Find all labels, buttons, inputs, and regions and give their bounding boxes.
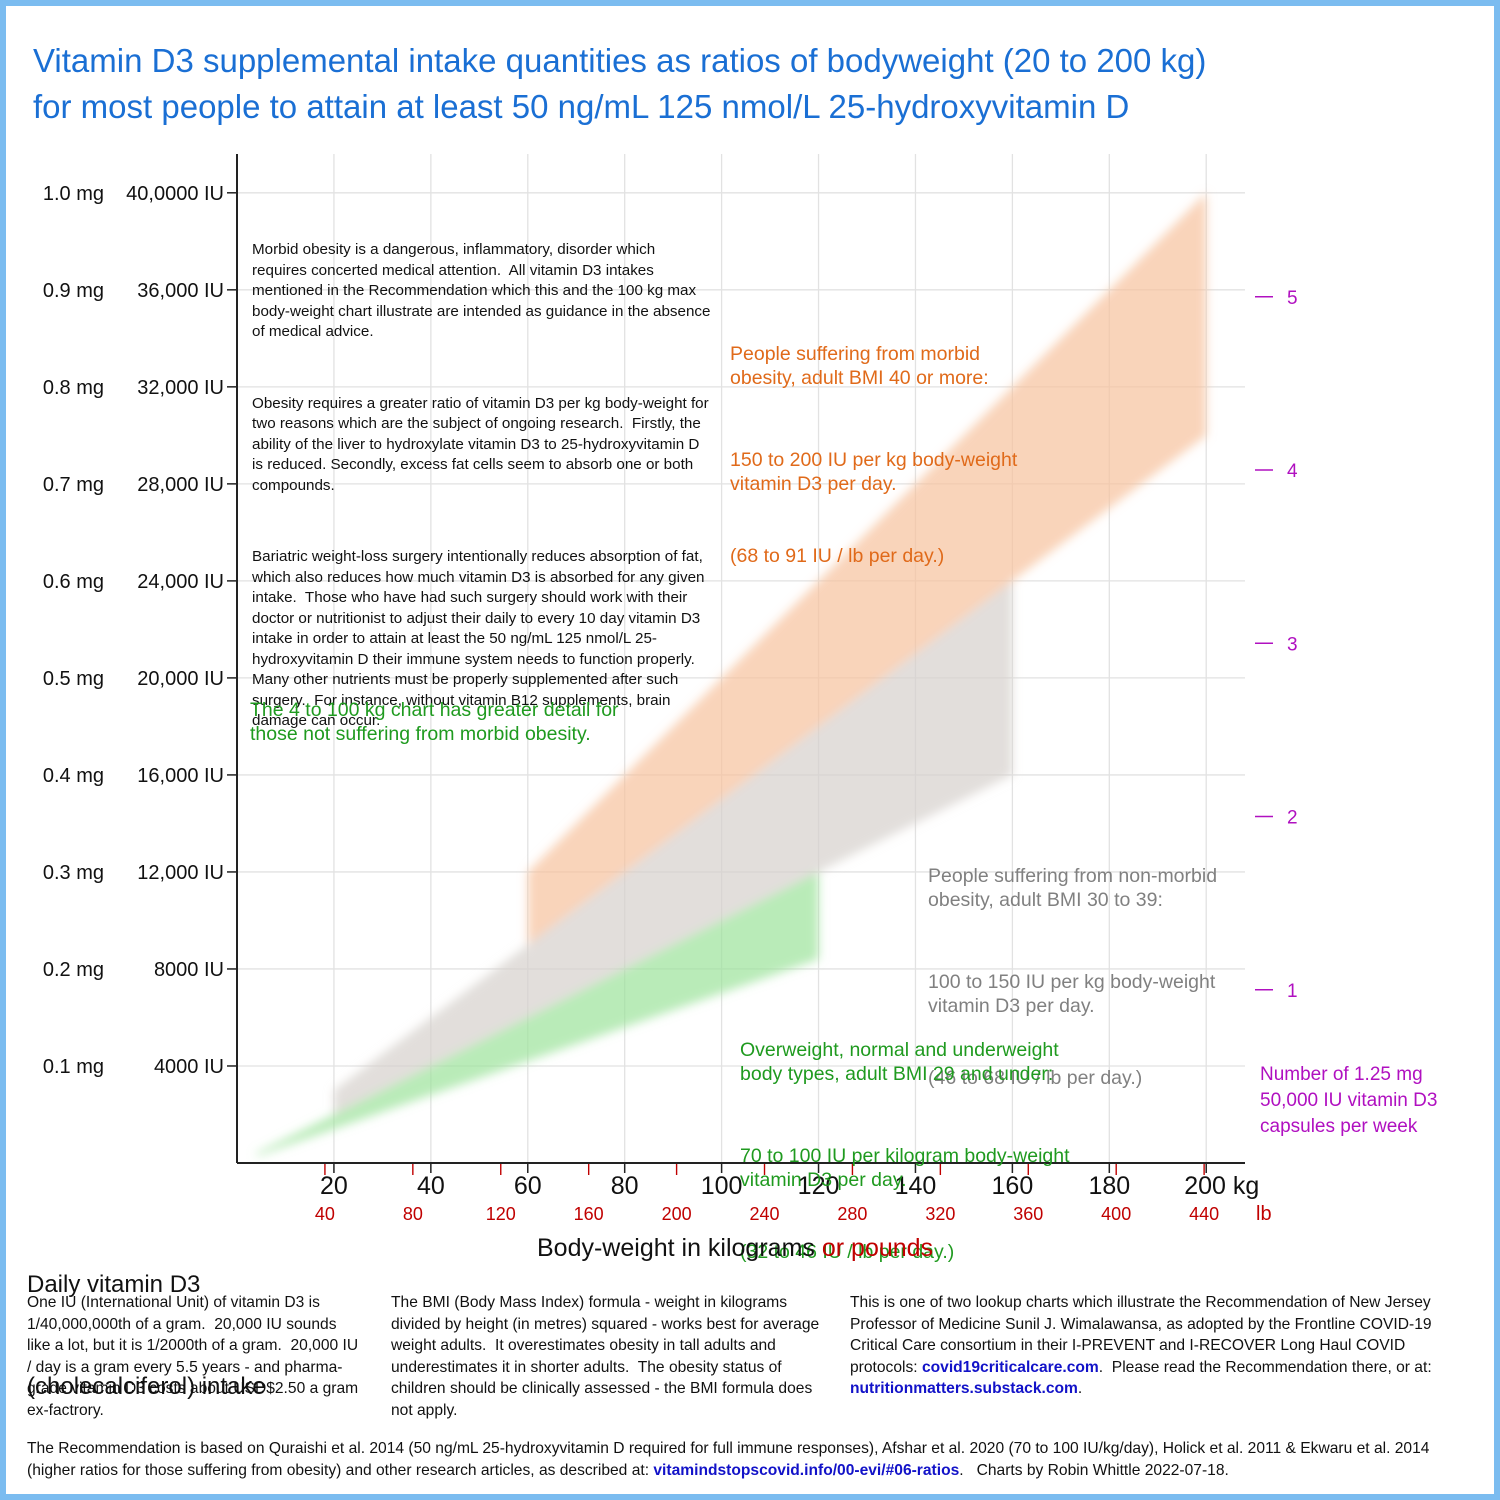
y-label-line: Daily vitamin D3 <box>27 1271 201 1298</box>
y-tick-label-mg: 0.9 mg <box>43 280 104 302</box>
link[interactable]: vitamindstopscovid.info/00-evi/#06-ratio… <box>653 1461 960 1479</box>
dose-lb: (46 to 68 IU / lb per day.) <box>928 1067 1143 1089</box>
y2-tick-label: 3 <box>1287 634 1298 655</box>
link[interactable]: nutritionmatters.substack.com <box>850 1380 1078 1397</box>
y-tick-label-mg: 0.8 mg <box>43 377 104 399</box>
x-tick-label: 40 <box>417 1172 445 1200</box>
link[interactable]: covid19criticalcare.com <box>921 1358 1099 1376</box>
y-tick-label-mg: 0.7 mg <box>43 474 104 496</box>
y2-tick-label: 1 <box>1287 981 1298 1002</box>
x2-tick-label: 440 <box>1189 1204 1219 1224</box>
y-tick-label: 32,000 IU <box>137 377 224 399</box>
x-tick-label: 80 <box>611 1172 639 1200</box>
y-tick-label: 36,000 IU <box>137 280 224 302</box>
text: The Recommendation is based on Quraishi … <box>27 1440 1434 1479</box>
series-desc: People suffering from morbid obesity, ad… <box>730 294 1020 592</box>
y-tick-label: 12,000 IU <box>137 862 224 884</box>
y2-tick-label: 4 <box>1287 461 1298 482</box>
x2-tick-label: 320 <box>925 1204 955 1224</box>
x2-tick-label: 280 <box>837 1204 867 1224</box>
x-tick-label: 100 <box>701 1172 743 1200</box>
x-label: Body-weight in kilograms or pounds <box>537 1234 933 1263</box>
dose: 100 to 150 IU per kg body-weight vitamin… <box>928 971 1221 1017</box>
x-label-lb: or pounds <box>821 1234 934 1262</box>
y-tick-label-mg: 0.5 mg <box>43 668 104 690</box>
x2-tick-label: 40 <box>315 1204 335 1224</box>
band <box>333 580 1013 1115</box>
y-tick-label: 8000 IU <box>154 959 224 981</box>
text: . Please read the Recommendation there, … <box>1098 1358 1436 1376</box>
x2-tick-label: 400 <box>1101 1204 1131 1224</box>
y-tick-label-mg: 0.3 mg <box>43 862 104 884</box>
x-tick-label: 140 <box>895 1172 937 1200</box>
x-tick-label: 60 <box>514 1172 542 1200</box>
x-tick-label: 20 <box>320 1172 348 1200</box>
footer-col: The BMI (Body Mass Index) formula - weig… <box>391 1294 824 1419</box>
x-tick-label: 180 <box>1088 1172 1130 1200</box>
desc: People suffering from non-morbid obesity… <box>928 865 1223 911</box>
y-tick-label-mg: 0.1 mg <box>43 1056 104 1078</box>
series-desc: Overweight, normal and underweight body … <box>740 990 1100 1288</box>
y-tick-label: 40,0000 IU <box>126 183 224 205</box>
footer-col: This is one of two lookup charts which i… <box>850 1292 1440 1400</box>
desc: People suffering from morbid obesity, ad… <box>730 343 989 389</box>
dose: 150 to 200 IU per kg body-weight vitamin… <box>730 449 1023 495</box>
y-label-line: (cholecalciferol) intake <box>27 1373 266 1400</box>
x2-unit: lb <box>1256 1203 1272 1225</box>
dose-lb: (68 to 91 IU / lb per day.) <box>730 545 945 567</box>
desc: Overweight, normal and underweight body … <box>740 1039 1065 1085</box>
band <box>256 871 819 1157</box>
notes: Morbid obesity is a dangerous, inflammat… <box>252 199 714 762</box>
footer-col: One IU (International Unit) of vitamin D… <box>27 1294 363 1419</box>
series-desc: People suffering from non-morbid obesity… <box>928 816 1243 1114</box>
y2-tick-label: 2 <box>1287 808 1298 829</box>
x-tick-label: 160 <box>992 1172 1034 1200</box>
y-tick-label: 28,000 IU <box>137 474 224 496</box>
y-tick-label-mg: 0.4 mg <box>43 765 104 787</box>
dose: 70 to 100 IU per kilogram body-weight vi… <box>740 1145 1075 1191</box>
y-tick-label-mg: 0.6 mg <box>43 571 104 593</box>
y-tick-label: 16,000 IU <box>137 765 224 787</box>
x-label-kg: Body-weight in kilograms <box>537 1234 815 1262</box>
text: This is one of two lookup charts which i… <box>850 1294 1436 1376</box>
y-tick-label-mg: 0.2 mg <box>43 959 104 981</box>
note: Obesity requires a greater ratio of vita… <box>252 394 713 494</box>
y-label: Daily vitamin D3 (cholecalciferol) intak… <box>27 1200 266 1438</box>
x-tick-label: 200 kg <box>1184 1172 1259 1200</box>
y-tick-label: 4000 IU <box>154 1056 224 1078</box>
note: Bariatric weight-loss surgery intentiona… <box>252 548 709 729</box>
dose-lb: (32 to 46 IU / lb per day.) <box>740 1241 955 1263</box>
y-tick-label-mg: 1.0 mg <box>43 183 104 205</box>
text: . Charts by Robin Whittle 2022-07-18. <box>959 1461 1229 1479</box>
x2-tick-label: 360 <box>1013 1204 1043 1224</box>
x2-tick-label: 80 <box>403 1204 423 1224</box>
chart-title: for most people to attain at least 50 ng… <box>33 88 1130 125</box>
note: Morbid obesity is a dangerous, inflammat… <box>252 241 715 340</box>
text: . <box>1077 1380 1083 1397</box>
y2-label: Number of 1.25 mg 50,000 IU vitamin D3 c… <box>1260 1064 1443 1137</box>
chart-title: Vitamin D3 supplemental intake quantitie… <box>33 42 1207 79</box>
x2-tick-label: 240 <box>749 1204 779 1224</box>
green-note: The 4 to 100 kg chart has greater detail… <box>250 699 624 745</box>
y-tick-label: 20,000 IU <box>137 668 224 690</box>
y2-tick-label: 5 <box>1287 288 1298 309</box>
footer-bottom: The Recommendation is based on Quraishi … <box>27 1438 1477 1481</box>
x2-tick-label: 200 <box>662 1204 692 1224</box>
x2-tick-label: 120 <box>486 1204 516 1224</box>
x2-tick-label: 160 <box>574 1204 604 1224</box>
y-tick-label: 24,000 IU <box>137 571 224 593</box>
x-tick-label: 120 <box>798 1172 840 1200</box>
band <box>527 192 1207 945</box>
